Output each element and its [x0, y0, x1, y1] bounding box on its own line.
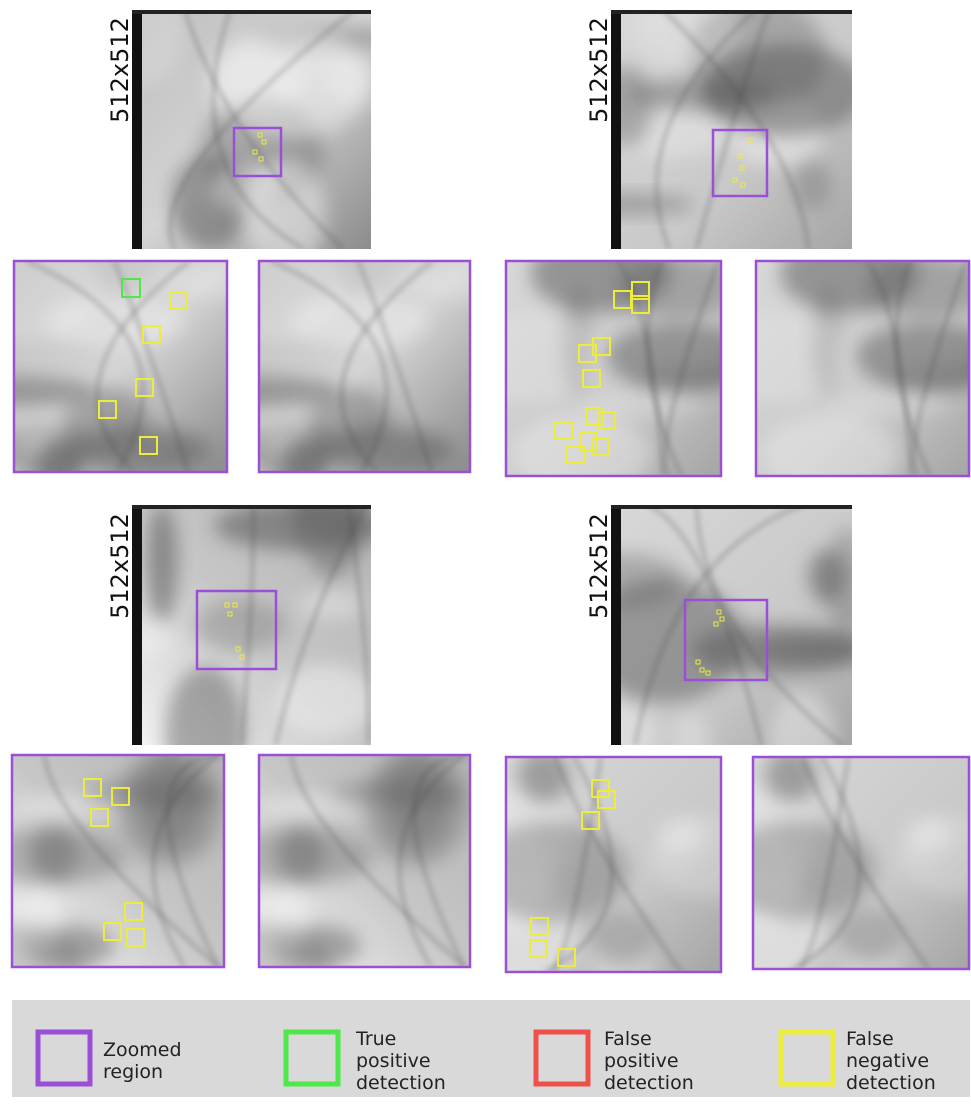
image-blob — [761, 413, 900, 496]
image-blob — [210, 165, 280, 209]
legend-line: positive — [604, 1050, 679, 1072]
xray-image — [97, 0, 397, 270]
xray-image — [195, 235, 514, 494]
resolution-label: 512x512 — [585, 513, 613, 619]
legend-line: positive — [356, 1050, 431, 1072]
image-edge — [132, 10, 371, 14]
image-blob — [194, 600, 285, 652]
image-blob — [297, 590, 364, 619]
xray-image — [701, 234, 971, 496]
xray-image — [0, 235, 271, 494]
resolution-label: 512x512 — [106, 513, 134, 619]
resolution-label: 512x512 — [585, 17, 613, 123]
image-blob — [113, 621, 173, 659]
legend-line: negative — [846, 1050, 929, 1072]
image-edge — [132, 505, 371, 509]
image-blob — [85, 780, 219, 809]
xray-image — [113, 450, 386, 804]
legend-line: False — [846, 1028, 894, 1050]
image-blob — [511, 413, 651, 496]
legend-line: Zoomed — [103, 1039, 182, 1061]
image-blob — [147, 505, 178, 622]
image-blob — [701, 313, 857, 404]
legend-line: region — [103, 1061, 163, 1083]
image-edge — [611, 10, 852, 14]
legend-line: detection — [356, 1072, 446, 1094]
image-blob — [548, 194, 695, 215]
legend-line: detection — [846, 1072, 936, 1094]
image-blob — [451, 313, 608, 404]
image-blob — [808, 550, 845, 603]
xray-image — [451, 234, 780, 496]
resolution-label: 512x512 — [106, 17, 134, 123]
legend-line: False — [604, 1028, 652, 1050]
image-blob — [275, 665, 375, 737]
image-blob — [631, 78, 779, 109]
xray-image — [683, 749, 971, 1012]
image-blob — [605, 324, 750, 389]
legend-line: True — [355, 1028, 396, 1050]
legend-line: detection — [604, 1072, 694, 1094]
image-blob — [332, 780, 465, 809]
image-blob — [315, 427, 453, 474]
image-edge — [611, 505, 852, 509]
figure: 512x512 512x512 512x512 512x512 Zoomedregion… — [0, 0, 971, 1107]
